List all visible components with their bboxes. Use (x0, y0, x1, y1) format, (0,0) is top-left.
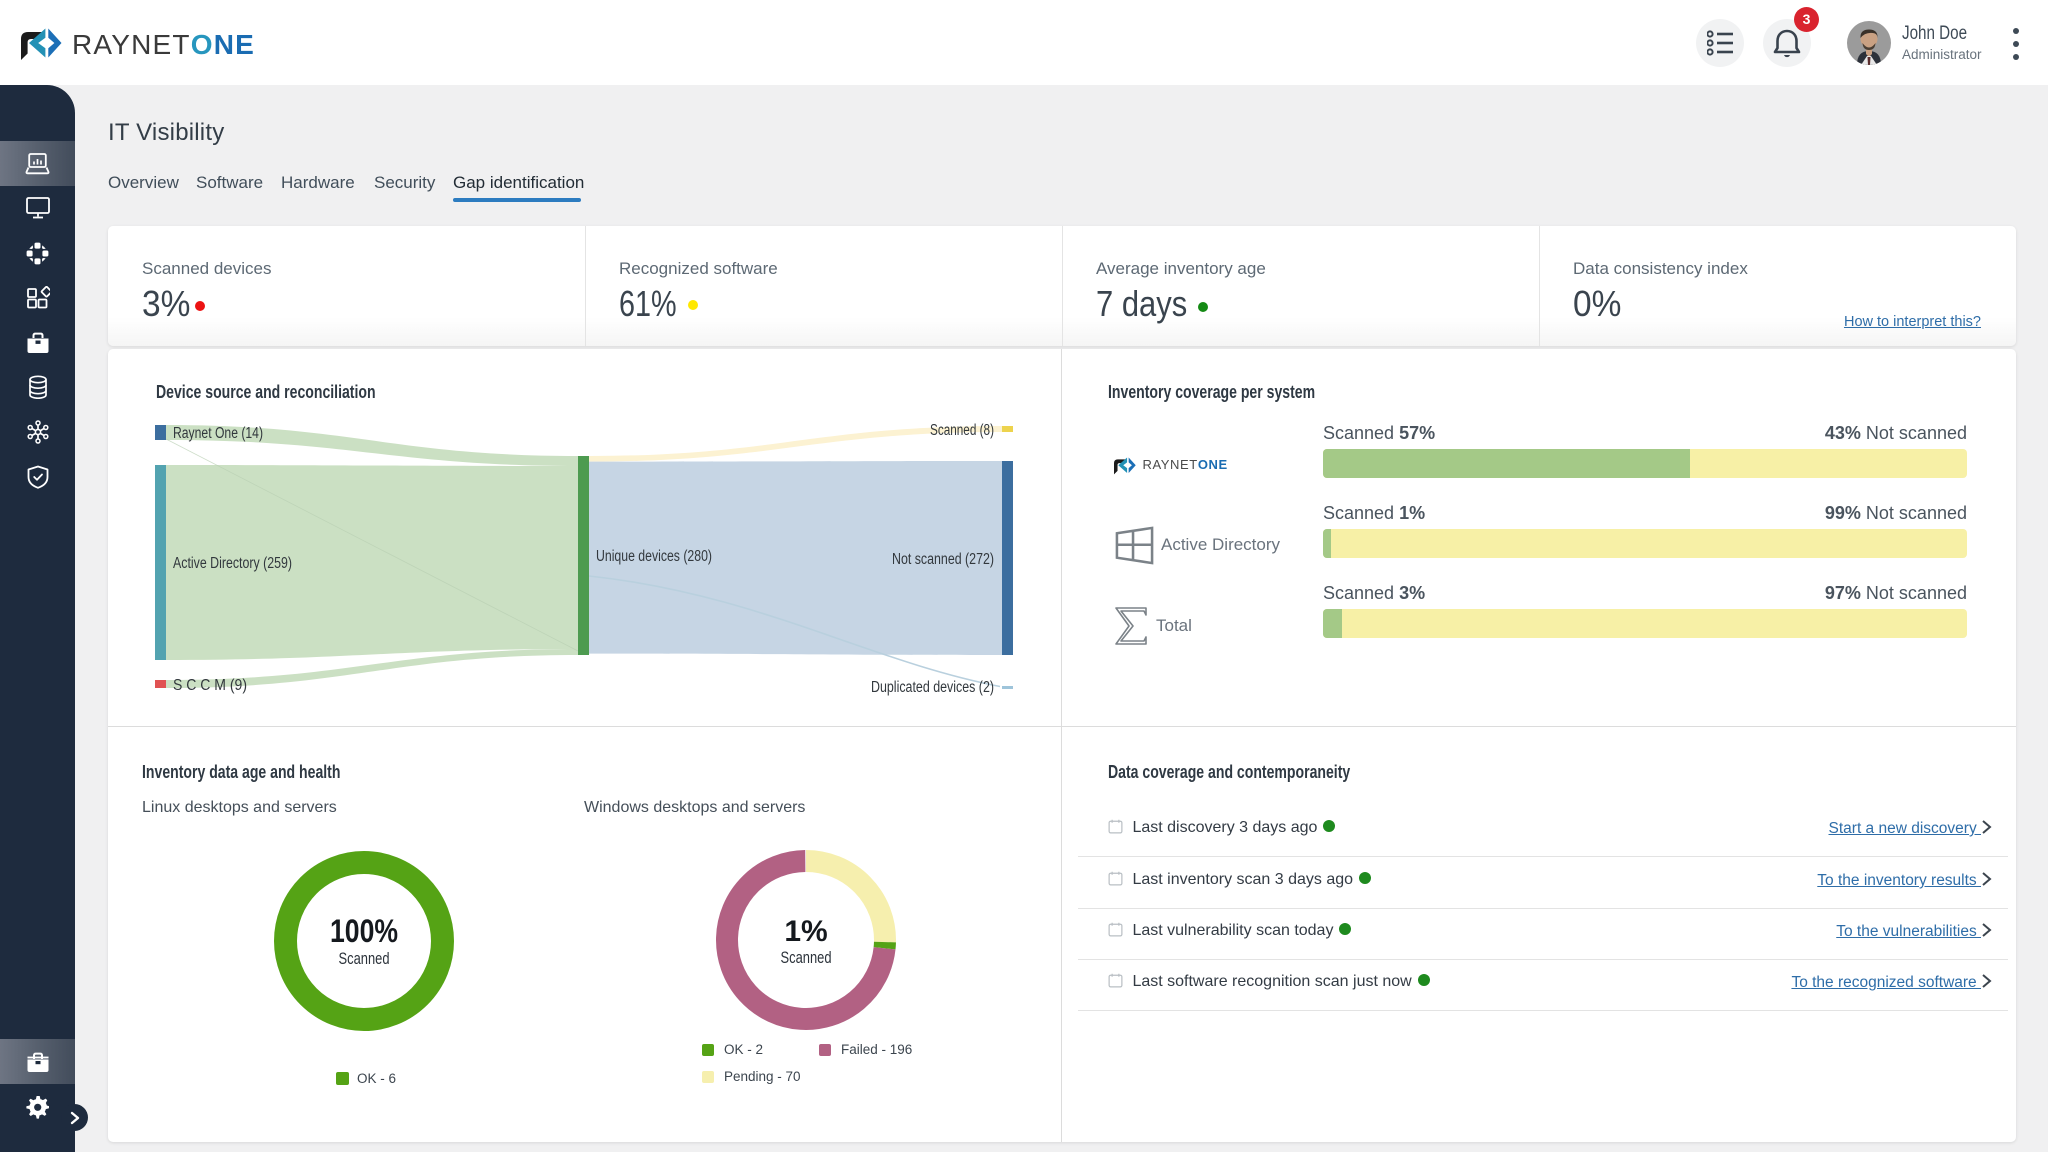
svg-text:Duplicated devices (2): Duplicated devices (2) (871, 679, 994, 696)
svg-text:Unique devices (280): Unique devices (280) (596, 548, 712, 565)
svg-text:Scanned (8): Scanned (8) (930, 422, 994, 439)
svg-text:Not scanned (272): Not scanned (272) (892, 551, 994, 568)
svg-text:Scanned: Scanned (339, 950, 390, 968)
svg-text:Raynet One (14): Raynet One (14) (173, 425, 263, 442)
svg-text:Scanned: Scanned (781, 949, 832, 967)
svg-text:1%: 1% (784, 915, 827, 948)
svg-text:Active Directory (259): Active Directory (259) (173, 555, 292, 572)
svg-text:100%: 100% (330, 913, 398, 949)
svg-text:S C C M (9): S C C M (9) (173, 677, 247, 694)
